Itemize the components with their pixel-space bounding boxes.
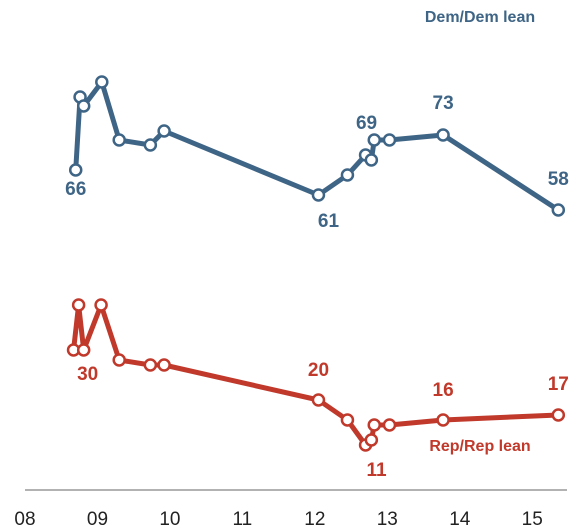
data-point bbox=[157, 358, 171, 372]
data-point bbox=[112, 133, 126, 147]
data-point bbox=[340, 413, 355, 427]
value-label: 17 bbox=[548, 374, 569, 395]
legend-label: Dem/Dem lean bbox=[425, 9, 535, 26]
x-tick-label: 08 bbox=[14, 509, 35, 530]
x-tick-label: 09 bbox=[87, 509, 108, 530]
x-tick-label: 11 bbox=[233, 509, 253, 530]
data-point bbox=[76, 99, 91, 113]
x-tick-label: 14 bbox=[449, 509, 471, 530]
data-point bbox=[94, 298, 108, 312]
data-point bbox=[364, 153, 379, 167]
data-point bbox=[76, 343, 91, 357]
x-tick-label: 10 bbox=[159, 509, 180, 530]
data-point bbox=[382, 418, 397, 432]
data-point bbox=[157, 124, 171, 138]
data-point bbox=[68, 163, 83, 177]
data-point bbox=[143, 138, 158, 152]
value-label: 69 bbox=[356, 113, 377, 134]
value-label: 58 bbox=[548, 169, 569, 190]
data-point bbox=[367, 418, 382, 432]
value-label: 66 bbox=[65, 179, 86, 200]
data-point bbox=[311, 188, 326, 202]
x-tick-label: 15 bbox=[522, 509, 543, 530]
data-point bbox=[436, 413, 450, 427]
data-point bbox=[364, 433, 379, 447]
data-point bbox=[551, 408, 566, 422]
value-label: 30 bbox=[77, 364, 98, 385]
legend-label: Rep/Rep lean bbox=[429, 438, 530, 455]
data-point bbox=[340, 168, 355, 182]
data-point bbox=[95, 75, 109, 89]
data-point bbox=[551, 203, 566, 217]
data-point bbox=[382, 133, 397, 147]
data-point bbox=[71, 298, 86, 312]
x-tick-label: 12 bbox=[304, 509, 325, 530]
value-label: 11 bbox=[367, 460, 388, 481]
value-label: 16 bbox=[433, 380, 454, 401]
data-point bbox=[311, 393, 326, 407]
data-point bbox=[143, 358, 158, 372]
value-label: 20 bbox=[308, 360, 329, 381]
data-point bbox=[367, 133, 382, 147]
value-label: 73 bbox=[433, 93, 454, 114]
data-point bbox=[112, 353, 126, 367]
x-tick-label: 13 bbox=[377, 509, 398, 530]
value-label: 61 bbox=[318, 211, 340, 232]
data-point bbox=[436, 128, 450, 142]
